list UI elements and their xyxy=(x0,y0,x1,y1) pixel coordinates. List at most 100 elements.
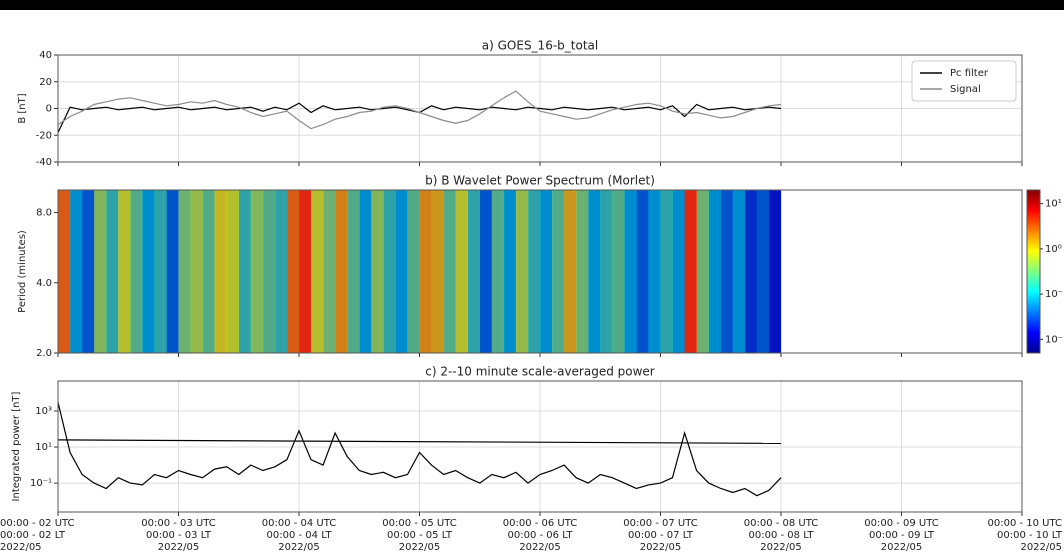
spectrum-stripe xyxy=(720,190,734,353)
spectrum-stripe xyxy=(407,190,420,353)
plot-frame xyxy=(57,54,1023,163)
x-tick-label: 00:00 - 02 UTC xyxy=(0,518,75,529)
x-tick-label: 00:00 - 07 UTC xyxy=(623,518,698,529)
spectrum-stripe xyxy=(552,190,565,353)
y-tick-label: 8.0 xyxy=(36,208,52,219)
spectrum-stripe xyxy=(359,190,372,353)
x-tick-label: 2022/05 xyxy=(399,542,441,553)
spectrum-stripe xyxy=(768,190,782,353)
spectrum-stripe xyxy=(708,190,722,353)
series-line xyxy=(57,90,782,130)
colorbar-tick-label: 10¹ xyxy=(1045,199,1062,210)
spectrum-stripe xyxy=(540,190,553,353)
spectrum-stripe xyxy=(70,190,83,353)
spectrum-stripe xyxy=(94,190,107,353)
spectrum-stripe xyxy=(130,190,143,353)
colorbar-tick-label: 10⁻ xyxy=(1045,289,1063,300)
spectrum-stripe xyxy=(636,190,649,353)
colorbar xyxy=(1026,189,1041,354)
x-tick-label: 2022/05 xyxy=(1020,542,1062,553)
x-tick-label: 2022/05 xyxy=(640,542,682,553)
colorbar-tick-label: 10⁻ xyxy=(1045,334,1063,345)
x-tick-label: 2022/05 xyxy=(278,542,320,553)
legend-box xyxy=(911,60,1017,102)
spectrum-stripe xyxy=(106,190,119,353)
spectrum-stripe xyxy=(166,190,179,353)
spectrum-stripe xyxy=(214,190,227,353)
x-tick-label: 2022/05 xyxy=(519,542,561,553)
x-tick-label: 00:00 - 05 LT xyxy=(387,530,453,541)
spectrum-stripe xyxy=(335,190,348,353)
spectrum-stripe xyxy=(419,190,432,353)
spectrum-stripe xyxy=(178,190,191,353)
x-tick-label: 00:00 - 09 LT xyxy=(869,530,935,541)
x-tick-label: 00:00 - 03 LT xyxy=(146,530,212,541)
spectrum-stripe xyxy=(323,190,336,353)
spectrum-stripe xyxy=(732,190,746,353)
spectrum-stripe xyxy=(202,190,215,353)
spectrum-stripe xyxy=(503,190,517,353)
y-tick-label: -20 xyxy=(36,130,52,141)
x-tick-label: 2022/05 xyxy=(881,542,923,553)
y-tick-label: 10⁻¹ xyxy=(30,478,52,489)
x-tick-label: 00:00 - 04 LT xyxy=(267,530,333,541)
spectrum-stripe xyxy=(527,190,541,353)
spectrum-stripe xyxy=(311,190,324,353)
spectrum-stripe xyxy=(190,190,203,353)
plot-frame xyxy=(57,380,1023,513)
x-tick-label: 2022/05 xyxy=(760,542,802,553)
x-tick-label: 00:00 - 10 LT xyxy=(997,530,1063,541)
spectrum-stripe xyxy=(286,190,300,353)
spectrum-stripe xyxy=(588,190,601,353)
spectrum-stripe xyxy=(226,190,240,353)
x-tick-label: 00:00 - 07 LT xyxy=(628,530,694,541)
x-tick-label: 00:00 - 10 UTC xyxy=(987,518,1062,529)
x-tick-label: 00:00 - 06 UTC xyxy=(503,518,578,529)
spectrum-stripe xyxy=(455,190,468,353)
spectrum-stripe xyxy=(431,190,444,353)
spectrum-stripe xyxy=(262,190,276,353)
x-tick-label: 00:00 - 05 UTC xyxy=(382,518,457,529)
x-tick-label: 00:00 - 09 UTC xyxy=(864,518,939,529)
spectrum-stripe xyxy=(660,190,673,353)
y-tick-label: 40 xyxy=(39,50,52,61)
spectrum-stripe xyxy=(347,190,360,353)
spectrum-stripe xyxy=(142,190,155,353)
spectrum-stripe xyxy=(684,190,697,353)
spectrum-stripe xyxy=(648,190,661,353)
legend-label: Pc filter xyxy=(950,68,989,79)
spectrum-stripe xyxy=(479,190,493,353)
spectrum-stripe xyxy=(744,190,758,353)
x-tick-label: 00:00 - 06 LT xyxy=(508,530,574,541)
spectrum-stripe xyxy=(299,190,312,353)
spectrum-stripe xyxy=(515,190,529,353)
spectrum-stripe xyxy=(443,190,456,353)
spectrum-stripe xyxy=(82,190,95,353)
spectrum-stripe xyxy=(250,190,264,353)
spectrum-stripe xyxy=(395,190,408,353)
plot-frame xyxy=(57,189,1023,354)
y-tick-label: 2.0 xyxy=(36,348,52,359)
spectrum-stripe xyxy=(58,190,71,353)
x-tick-label: 2022/05 xyxy=(158,542,200,553)
y-axis-label: Period (minutes) xyxy=(17,230,28,313)
colorbar-tick-label: 10⁰ xyxy=(1045,244,1062,255)
spectrum-stripe xyxy=(600,190,613,353)
chart-title: c) 2--10 minute scale-averaged power xyxy=(425,365,655,379)
y-tick-label: 0 xyxy=(46,104,52,115)
spectrum-stripe xyxy=(118,190,131,353)
spectrum-stripe xyxy=(756,190,770,353)
spectrum-stripe xyxy=(564,190,577,353)
y-axis-label: Integrated power [nT] xyxy=(11,391,22,501)
x-tick-label: 00:00 - 08 LT xyxy=(749,530,815,541)
top-bar xyxy=(0,0,1064,10)
legend-label: Signal xyxy=(950,84,981,95)
spectrum-stripe xyxy=(467,190,481,353)
chart-title: a) GOES_16-b_total xyxy=(482,39,598,53)
series-line xyxy=(57,402,782,497)
spectrum-stripe xyxy=(696,190,709,353)
chart-title: b) B Wavelet Power Spectrum (Morlet) xyxy=(425,174,655,188)
spectrum-stripe xyxy=(576,190,589,353)
x-tick-label: 00:00 - 04 UTC xyxy=(262,518,337,529)
